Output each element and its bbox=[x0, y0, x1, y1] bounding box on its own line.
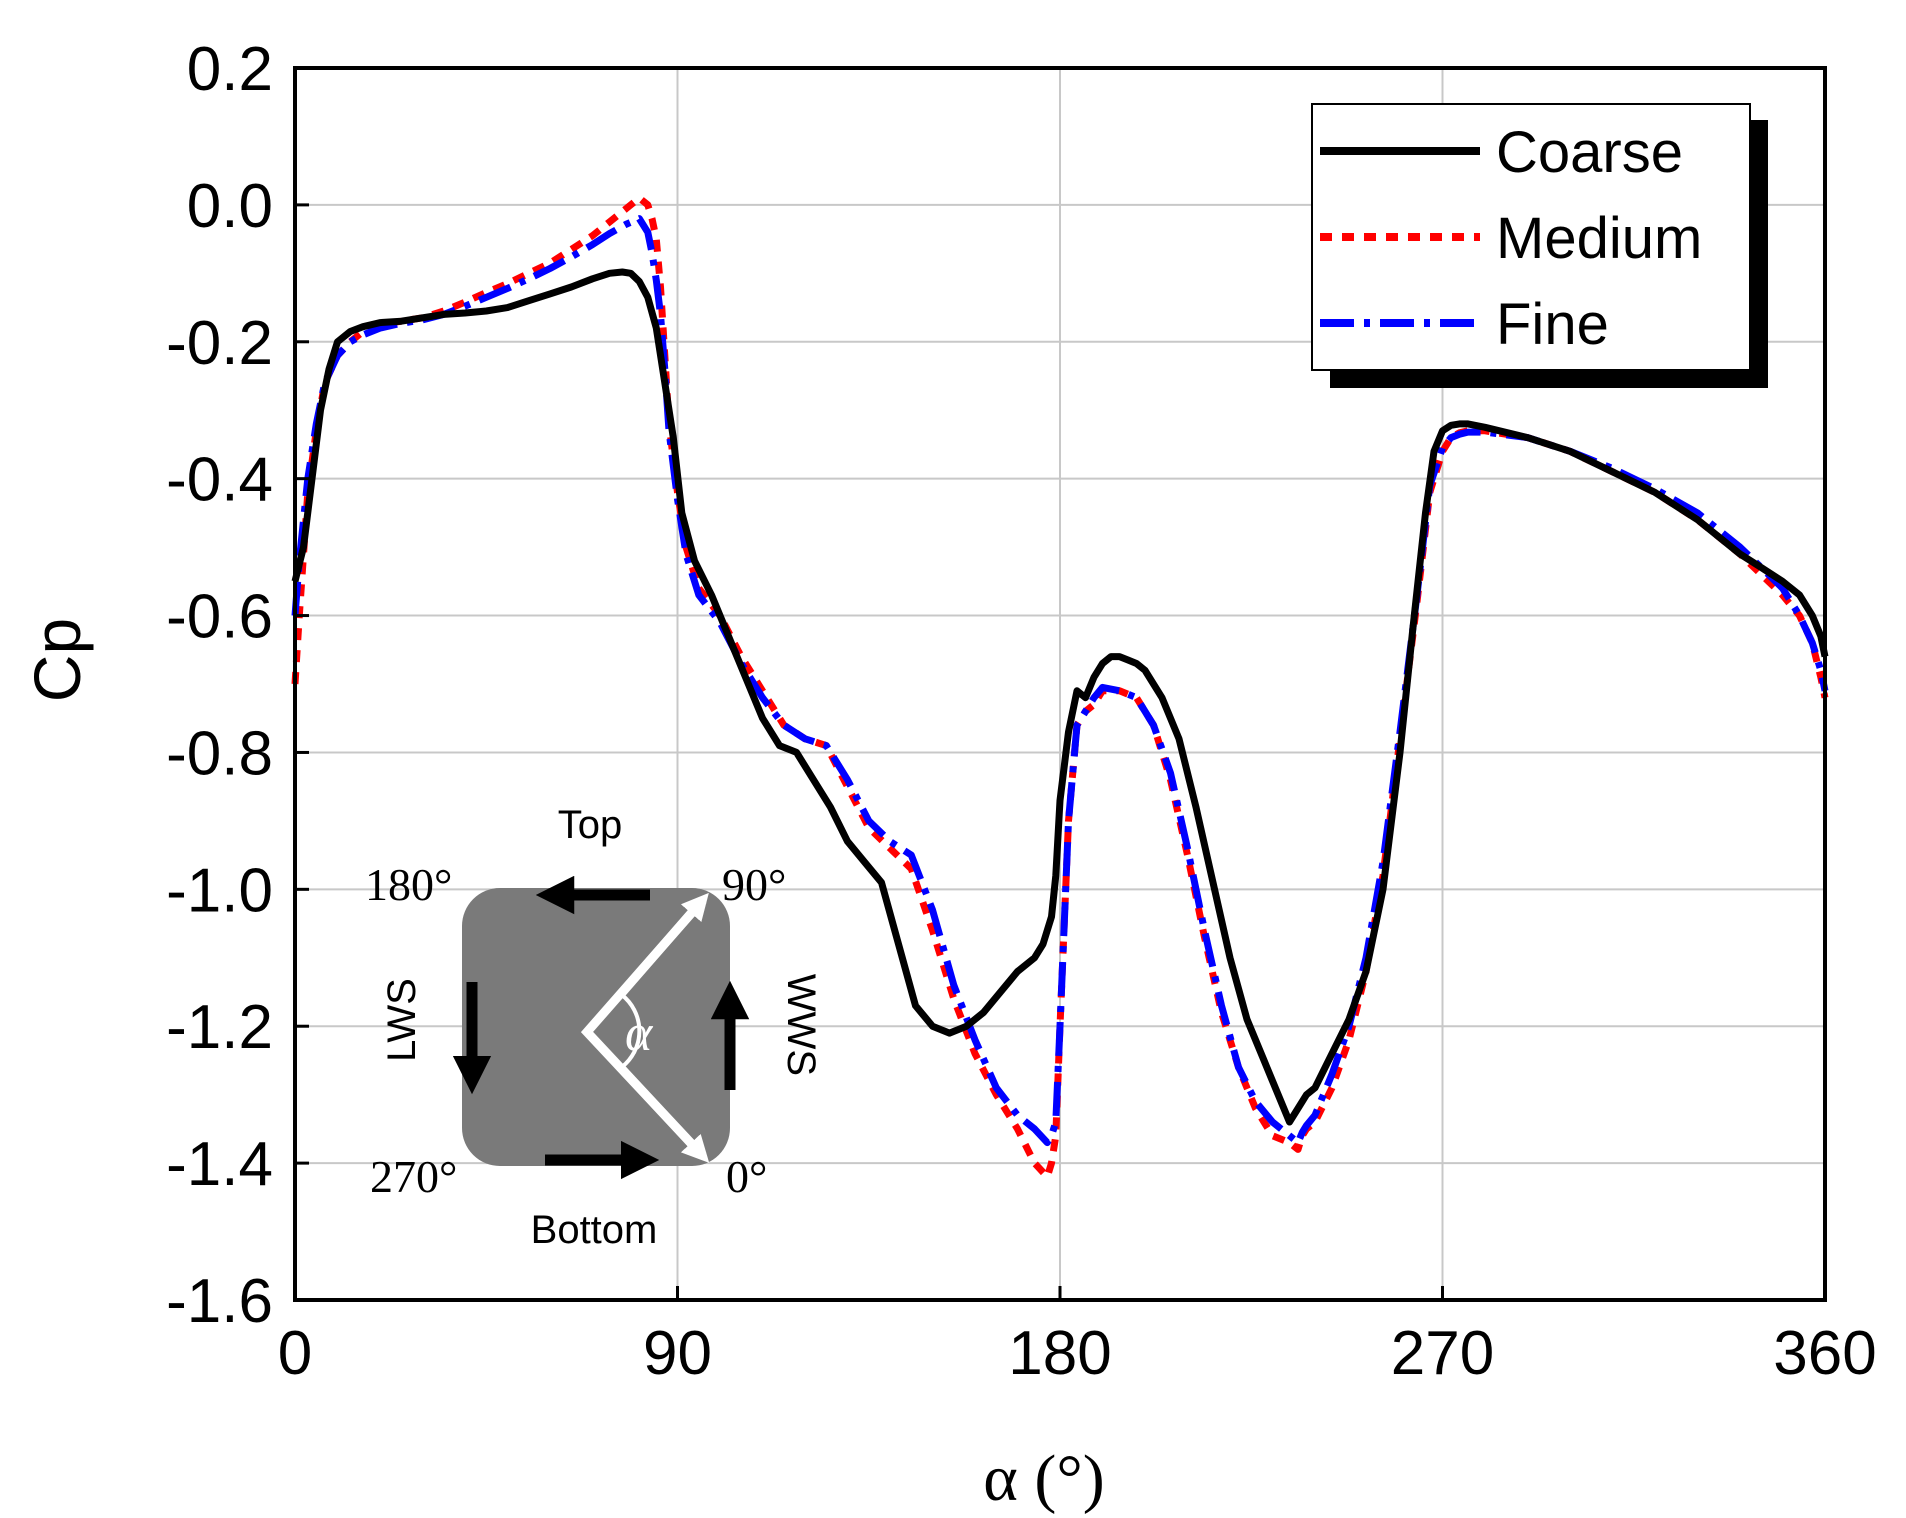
x-axis-title: α (°) bbox=[983, 1442, 1104, 1515]
inset-left-label: LWS bbox=[380, 978, 424, 1062]
inset-diagram: α Top Bottom LWS WWS 180° 90° 270° 0° bbox=[365, 803, 823, 1252]
y-tick-label: -0.6 bbox=[166, 583, 273, 652]
y-tick-label: 0.2 bbox=[187, 35, 273, 104]
inset-arrow-white-down bbox=[616, 1063, 710, 1163]
x-tick-label: 90 bbox=[643, 1319, 712, 1388]
y-tick-label: -1.0 bbox=[166, 856, 273, 925]
inset-right-label: WWS bbox=[779, 974, 823, 1076]
y-tick-label: -0.2 bbox=[166, 309, 273, 378]
x-tick-label: 270 bbox=[1391, 1319, 1494, 1388]
y-tick-label: -1.2 bbox=[166, 993, 273, 1062]
x-tick-label: 180 bbox=[1008, 1319, 1111, 1388]
y-tick-label: -0.4 bbox=[166, 446, 273, 515]
legend: Coarse Medium Fine bbox=[1311, 103, 1768, 388]
y-axis-title: Cp bbox=[20, 618, 94, 702]
series-line-fine bbox=[291, 215, 1829, 1147]
inset-corner-180: 180° bbox=[365, 859, 452, 910]
x-tick-label: 0 bbox=[278, 1319, 312, 1388]
series-line-medium bbox=[291, 194, 1829, 1181]
y-tick-label: -1.6 bbox=[166, 1267, 273, 1336]
legend-label-coarse: Coarse bbox=[1496, 120, 1683, 185]
x-tick-label: 360 bbox=[1773, 1319, 1876, 1388]
y-tick-label: -1.4 bbox=[166, 1130, 273, 1199]
y-tick-label: -0.8 bbox=[166, 719, 273, 788]
y-tick-label: 0.0 bbox=[187, 172, 273, 241]
series-line-coarse bbox=[291, 268, 1829, 1126]
inset-arrow-white-up bbox=[616, 892, 709, 998]
series-layer bbox=[291, 194, 1829, 1181]
inset-angle-symbol: α bbox=[625, 1005, 654, 1062]
inset-corner-270: 270° bbox=[370, 1151, 457, 1202]
inset-top-label: Top bbox=[558, 803, 623, 847]
inset-angle-arc bbox=[620, 993, 642, 1069]
axis-ticks: 0 90 180 270 360 0.2 0.0 -0.2 -0.4 -0.6 -0.8 -1.0 -1… bbox=[166, 35, 1877, 1388]
inset-corner-0: 0° bbox=[726, 1151, 767, 1202]
inset-bottom-label: Bottom bbox=[531, 1208, 658, 1252]
inset-corner-90: 90° bbox=[722, 859, 786, 910]
legend-label-medium: Medium bbox=[1496, 206, 1702, 271]
legend-label-fine: Fine bbox=[1496, 292, 1609, 357]
